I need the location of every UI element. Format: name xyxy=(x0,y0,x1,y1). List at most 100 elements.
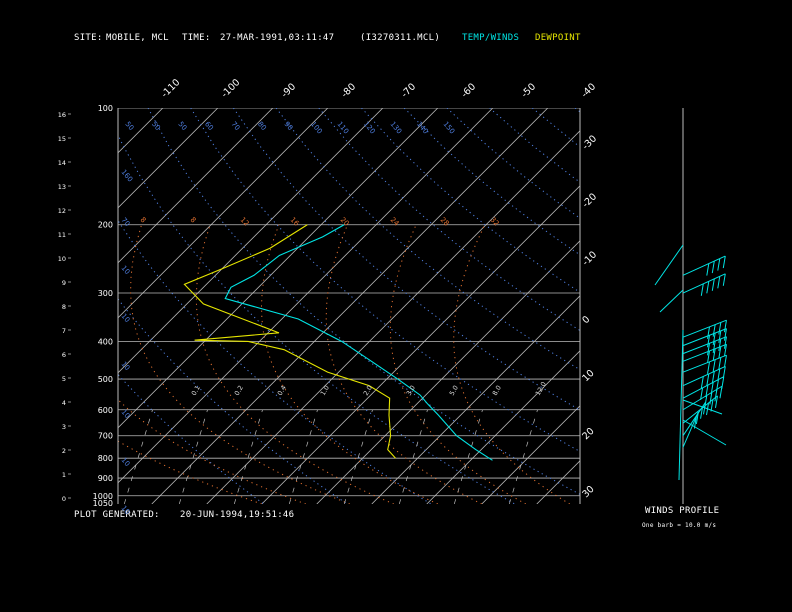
wind-barb-shaft xyxy=(682,273,726,294)
dry-adiabat-label: 10 xyxy=(119,264,131,276)
isotherm-line xyxy=(151,108,549,504)
wind-barb-flag xyxy=(712,332,716,346)
dry-adiabat-line xyxy=(446,108,580,219)
isotherm-line xyxy=(481,405,580,504)
moist-adiabat-label: 8 xyxy=(139,216,148,225)
top-temp-label: -100 xyxy=(219,77,242,100)
site-value: MOBILE, MCL xyxy=(106,33,169,43)
isotherm-line xyxy=(426,350,580,504)
moist-adiabat-label: 28 xyxy=(439,216,451,228)
winds-profile-title: WINDS PROFILE xyxy=(645,506,720,516)
dry-adiabat-line xyxy=(118,373,265,504)
height-tick-label: 7 xyxy=(62,327,66,335)
mixing-ratio-label: 12.0 xyxy=(534,380,548,397)
isotherm-line xyxy=(261,185,580,504)
moist-adiabat-line xyxy=(389,224,527,504)
dry-adiabat-line xyxy=(361,108,580,293)
wind-barb-flag xyxy=(718,330,722,343)
pressure-tick-label: 400 xyxy=(98,337,113,346)
dry-adiabat-label: 90 xyxy=(282,120,294,132)
wind-barb-flag xyxy=(706,373,710,387)
dry-adiabat-line xyxy=(147,108,580,495)
wind-barb xyxy=(682,273,726,296)
wind-barb-flag xyxy=(718,346,722,359)
isotherm-line xyxy=(647,108,792,504)
dry-adiabat-line xyxy=(118,298,348,504)
wind-barb-flag xyxy=(722,255,726,269)
wind-barb-flag xyxy=(711,260,715,274)
right-temp-label: 30 xyxy=(580,484,596,500)
wind-barb-flag xyxy=(703,402,706,415)
wind-barb-flag xyxy=(705,384,709,398)
dry-adiabat-line xyxy=(703,108,792,504)
dry-adiabat-line xyxy=(574,108,580,113)
wind-barb-flag xyxy=(700,376,704,389)
wind-barb-flag xyxy=(706,281,710,294)
mixing-ratio-line xyxy=(233,409,263,504)
wind-barb-shaft xyxy=(682,319,727,338)
height-tick-label: 9 xyxy=(62,279,66,287)
wind-barb-shaft xyxy=(682,376,725,399)
height-tick-label: 6 xyxy=(62,351,66,359)
wind-barb-flag xyxy=(707,335,711,348)
wind-barb-flag xyxy=(723,336,727,349)
wind-barb-flag xyxy=(706,263,710,276)
dewpoint-profile-line xyxy=(183,224,396,459)
isotherm-line xyxy=(316,240,580,504)
plot-generated-value: 20-JUN-1994,19:51:46 xyxy=(180,510,295,520)
dry-adiabat-line xyxy=(232,108,580,411)
wind-barb xyxy=(682,328,727,348)
wind-barb-flag xyxy=(711,371,715,384)
wind-barb-flag xyxy=(712,359,716,372)
mixing-ratio-line xyxy=(178,409,208,504)
moist-adiabat-label: 24 xyxy=(389,216,401,228)
wind-barb-flag xyxy=(718,357,722,370)
isotherm-line xyxy=(0,108,108,504)
pressure-tick-label: 300 xyxy=(98,289,113,298)
wind-barb-flag xyxy=(711,278,715,291)
legend-temp-winds: TEMP/WINDS xyxy=(462,33,520,43)
top-temp-label: -40 xyxy=(579,81,598,100)
height-tick-label: 2 xyxy=(62,447,66,455)
height-tick-label: 11 xyxy=(58,231,66,239)
wind-barb-shaft xyxy=(659,289,684,313)
moist-adiabat-label: 20 xyxy=(339,216,351,228)
isotherm-line xyxy=(0,108,53,504)
top-temp-label: -110 xyxy=(159,77,182,100)
pressure-tick-label: 1000 xyxy=(93,492,113,501)
dry-adiabat-label: 50 xyxy=(176,120,188,132)
mixing-ratio-line xyxy=(453,409,483,504)
wind-barb-shaft xyxy=(682,336,727,355)
height-tick-label: 15 xyxy=(58,135,66,143)
wind-barb-flag xyxy=(707,350,711,364)
wind-barb-flag xyxy=(707,343,711,356)
height-tick-label: 5 xyxy=(62,375,66,383)
wind-barb xyxy=(682,255,726,276)
temperature-profile-line xyxy=(224,224,493,461)
dry-adiabat-label: 10 xyxy=(119,312,131,324)
isotherm-line xyxy=(118,108,274,264)
mixing-ratio-label: 0.1 xyxy=(190,384,202,397)
wind-profile-trace xyxy=(678,329,684,481)
barb-note: One barb = 10.0 m/s xyxy=(642,522,717,529)
mixing-ratio-line xyxy=(123,409,153,504)
moist-adiabat-label: 8 xyxy=(189,216,198,225)
wind-barb-shaft xyxy=(682,354,727,373)
wind-barb-flag xyxy=(695,411,699,425)
wind-barb xyxy=(682,365,726,389)
isotherm-line xyxy=(118,108,439,429)
wind-barb-shaft xyxy=(682,399,723,415)
dry-adiabat-line xyxy=(275,108,580,371)
isotherm-line xyxy=(118,108,164,154)
wind-barb-flag xyxy=(717,276,721,289)
pressure-tick-label: 1050 xyxy=(93,499,113,508)
wind-barb-flag xyxy=(723,320,727,333)
mixing-ratio-label: 0.2 xyxy=(233,384,245,397)
wind-barb xyxy=(682,336,727,356)
wind-barb-flag xyxy=(700,406,704,419)
pressure-tick-label: 100 xyxy=(98,104,113,113)
height-tick-label: 4 xyxy=(62,399,66,407)
wind-barb xyxy=(682,319,727,339)
mixing-ratio-line xyxy=(508,409,538,504)
